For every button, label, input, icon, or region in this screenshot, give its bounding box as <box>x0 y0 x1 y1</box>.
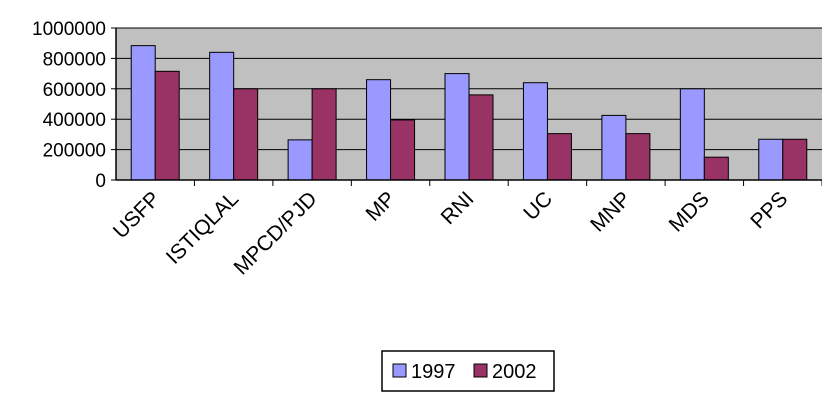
category-label: MPCD/PJD <box>229 187 321 279</box>
bar-2002-pps <box>782 138 808 181</box>
y-tick-label: 200000 <box>43 141 106 162</box>
legend-label-2002: 2002 <box>492 361 537 383</box>
y-tick-label: 1000000 <box>32 19 106 40</box>
bar-2002-mnp <box>625 133 651 181</box>
category-label: UC <box>519 187 557 225</box>
legend-label-1997: 1997 <box>411 361 456 383</box>
category-label: USFP <box>109 187 165 243</box>
bar-1997-pps <box>758 138 784 181</box>
bar-1997-mpcd-pjd <box>287 139 313 181</box>
y-tick-label: 600000 <box>43 80 106 101</box>
bars <box>130 45 808 181</box>
bar-1997-mp <box>366 79 392 181</box>
category-label: RNI <box>437 187 479 229</box>
legend-swatch-1997 <box>392 363 407 378</box>
bar-1997-istiqlal <box>209 51 235 181</box>
y-tick-label: 800000 <box>43 49 106 70</box>
category-label: PPS <box>746 187 792 233</box>
bar-2002-mds <box>703 156 729 181</box>
bar-1997-mnp <box>601 114 627 181</box>
bar-2002-uc <box>546 133 572 181</box>
bar-1997-uc <box>522 82 548 181</box>
category-label: MNP <box>586 187 635 236</box>
bar-1997-usfp <box>130 45 156 181</box>
bar-1997-rni <box>444 73 470 181</box>
category-label: ISTIQLAL <box>162 187 243 268</box>
y-tick-labels: 0 200000 400000 600000 800000 1000000 <box>32 19 116 192</box>
legend-swatch-2002 <box>473 363 488 378</box>
y-tick-label: 400000 <box>43 110 106 131</box>
bar-1997-mds <box>679 88 705 181</box>
category-label: MDS <box>665 187 714 236</box>
bar-2002-mp <box>390 119 416 181</box>
category-label: MP <box>362 187 401 226</box>
x-tick-marks <box>193 180 822 186</box>
bar-2002-mpcd-pjd <box>311 88 337 181</box>
bar-2002-rni <box>468 94 494 181</box>
legend-box <box>381 350 555 392</box>
bar-2002-istiqlal <box>233 88 259 181</box>
y-tick-label: 0 <box>95 171 106 192</box>
legend: 1997 2002 <box>381 350 555 392</box>
bar-2002-usfp <box>154 70 180 181</box>
